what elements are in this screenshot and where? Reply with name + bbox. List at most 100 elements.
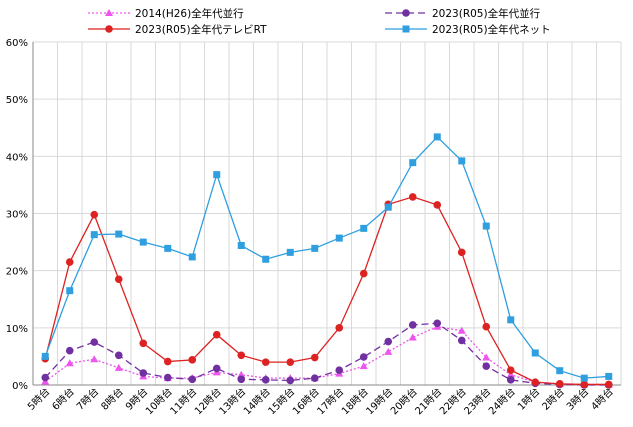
data-point-3-20 bbox=[531, 349, 539, 357]
data-point-3-12 bbox=[335, 234, 343, 242]
y-tick-label-0: 0% bbox=[12, 381, 28, 392]
x-tick-label-19: 24時台 bbox=[486, 385, 518, 417]
legend-marker-1 bbox=[402, 9, 410, 17]
data-point-1-8 bbox=[237, 375, 246, 384]
data-point-1-3 bbox=[114, 351, 123, 360]
data-point-1-9 bbox=[261, 376, 270, 384]
data-point-0-13 bbox=[359, 362, 368, 370]
legend-marker-shape-2 bbox=[105, 25, 113, 33]
data-point-1-11 bbox=[310, 374, 319, 382]
data-point-3-7 bbox=[213, 171, 221, 179]
data-point-3-14 bbox=[384, 203, 392, 211]
data-point-3-3 bbox=[115, 230, 123, 238]
data-point-0-14 bbox=[384, 347, 393, 355]
data-point-1-7 bbox=[212, 364, 221, 373]
data-point-1-18 bbox=[482, 362, 491, 370]
y-tick-label-3: 30% bbox=[6, 210, 28, 221]
data-point-2-19 bbox=[506, 366, 515, 374]
data-point-1-5 bbox=[163, 373, 172, 382]
data-point-0-18 bbox=[482, 353, 491, 361]
data-point-3-15 bbox=[409, 159, 417, 167]
data-point-1-15 bbox=[408, 321, 417, 329]
data-point-2-7 bbox=[212, 330, 221, 339]
data-point-2-23 bbox=[604, 380, 613, 389]
data-point-1-2 bbox=[90, 338, 99, 346]
data-point-2-10 bbox=[286, 358, 295, 366]
data-point-2-3 bbox=[114, 275, 123, 284]
data-point-2-13 bbox=[359, 269, 368, 278]
legend-label-3: 2023(R05)全年代ネット bbox=[432, 23, 551, 36]
series-group bbox=[41, 133, 613, 389]
x-tick-label-22: 3時台 bbox=[564, 385, 592, 413]
data-point-1-19 bbox=[506, 376, 515, 384]
data-point-1-6 bbox=[188, 375, 197, 384]
data-point-2-6 bbox=[188, 356, 197, 364]
data-point-3-2 bbox=[90, 231, 98, 239]
data-point-3-11 bbox=[311, 244, 319, 252]
data-point-3-19 bbox=[507, 316, 515, 324]
series-line-0 bbox=[44, 326, 609, 386]
x-tick-label-1: 6時台 bbox=[49, 385, 77, 413]
data-point-3-18 bbox=[482, 222, 490, 230]
x-axis: 5時台6時台7時台8時台9時台10時台11時台12時台13時台14時台15時台1… bbox=[25, 384, 621, 417]
data-point-3-10 bbox=[286, 248, 294, 256]
data-point-2-9 bbox=[261, 358, 270, 366]
legend-marker-0 bbox=[105, 9, 113, 16]
data-point-3-5 bbox=[164, 244, 172, 252]
data-point-1-16 bbox=[433, 319, 442, 328]
y-tick-label-5: 50% bbox=[6, 95, 28, 106]
data-point-3-0 bbox=[41, 352, 49, 360]
legend-marker-2 bbox=[105, 25, 113, 33]
data-point-2-18 bbox=[482, 322, 491, 331]
data-point-2-2 bbox=[90, 210, 99, 219]
legend: 2014(H26)全年代並行 2023(R05)全年代並行 2023(R05)全… bbox=[88, 7, 551, 36]
data-point-1-4 bbox=[139, 369, 148, 377]
legend-label-0: 2014(H26)全年代並行 bbox=[135, 7, 244, 20]
legend-item-0: 2014(H26)全年代並行 bbox=[88, 7, 244, 20]
series-line-2 bbox=[44, 196, 609, 386]
data-point-2-4 bbox=[139, 339, 148, 348]
data-point-3-23 bbox=[605, 372, 613, 380]
x-tick-label-2: 7時台 bbox=[74, 385, 102, 413]
data-point-3-1 bbox=[66, 287, 74, 295]
series-3 bbox=[41, 133, 613, 382]
data-point-2-12 bbox=[335, 324, 344, 332]
data-point-2-17 bbox=[457, 248, 466, 257]
data-point-1-0 bbox=[41, 373, 50, 382]
x-tick-label-23: 4時台 bbox=[588, 385, 616, 413]
y-tick-label-6: 60% bbox=[6, 38, 28, 49]
data-point-0-1 bbox=[65, 359, 74, 367]
data-point-3-22 bbox=[580, 374, 588, 382]
legend-item-1: 2023(R05)全年代並行 bbox=[385, 7, 541, 20]
data-point-3-6 bbox=[188, 253, 196, 261]
data-point-1-13 bbox=[359, 353, 368, 361]
y-tick-label-4: 40% bbox=[6, 152, 28, 163]
data-point-1-1 bbox=[65, 346, 74, 355]
gridlines bbox=[33, 41, 622, 385]
legend-item-3: 2023(R05)全年代ネット bbox=[385, 23, 551, 36]
legend-label-1: 2023(R05)全年代並行 bbox=[432, 7, 541, 20]
series-line-1 bbox=[44, 322, 609, 386]
data-point-3-16 bbox=[433, 133, 441, 141]
y-tick-label-1: 10% bbox=[6, 324, 28, 335]
y-tick-label-2: 20% bbox=[6, 267, 28, 278]
data-point-1-14 bbox=[384, 337, 393, 346]
y-axis: 0% 10% 20% 30% 40% 50% 60% bbox=[6, 38, 34, 392]
legend-marker-shape-1 bbox=[402, 9, 410, 17]
data-point-1-10 bbox=[286, 376, 295, 385]
data-point-2-8 bbox=[237, 351, 246, 360]
series-line-3 bbox=[44, 135, 609, 379]
data-point-2-22 bbox=[580, 380, 589, 389]
data-point-3-4 bbox=[139, 238, 147, 246]
data-point-2-5 bbox=[163, 357, 172, 366]
data-point-3-9 bbox=[262, 255, 270, 263]
data-point-2-11 bbox=[310, 353, 319, 362]
legend-marker-shape-3 bbox=[402, 25, 410, 33]
data-point-0-15 bbox=[408, 333, 417, 341]
data-point-3-21 bbox=[556, 367, 564, 375]
data-point-0-2 bbox=[90, 355, 99, 363]
data-point-0-19 bbox=[506, 370, 515, 378]
data-point-2-20 bbox=[531, 378, 540, 386]
data-point-3-17 bbox=[458, 157, 466, 165]
data-point-3-8 bbox=[237, 242, 245, 250]
